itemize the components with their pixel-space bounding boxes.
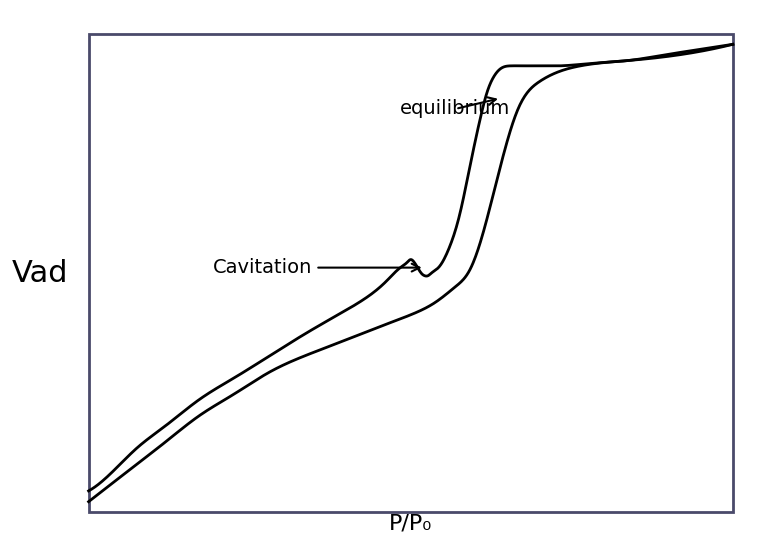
Text: Cavitation: Cavitation	[213, 258, 419, 277]
FancyBboxPatch shape	[88, 33, 733, 513]
Text: Vad: Vad	[12, 258, 69, 288]
Text: P/P₀: P/P₀	[389, 514, 432, 534]
Text: equilibrium: equilibrium	[400, 97, 511, 118]
